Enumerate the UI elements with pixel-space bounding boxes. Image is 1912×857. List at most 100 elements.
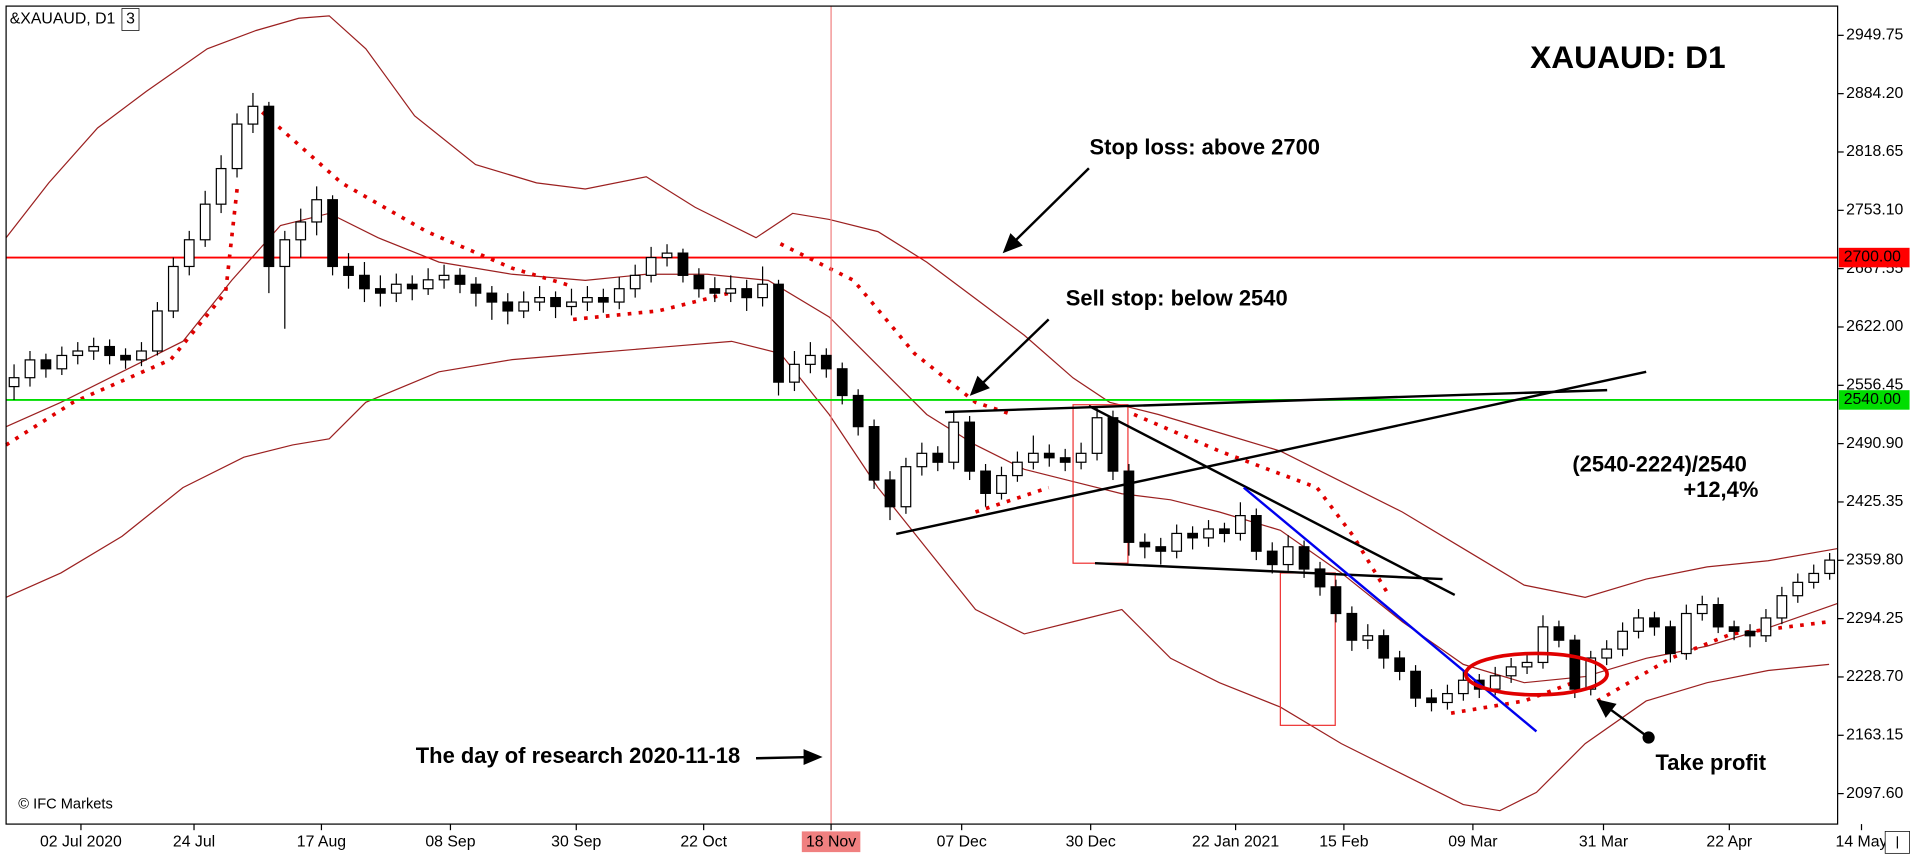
candle-body (518, 301, 530, 312)
candle-body (215, 167, 227, 205)
candle-body (1234, 515, 1246, 535)
candle-body (136, 350, 147, 361)
sar-segment (5, 182, 240, 447)
arrow-head (1596, 699, 1617, 718)
candle-body (900, 466, 912, 508)
candle-body (1665, 626, 1676, 655)
candle-body (1442, 692, 1453, 704)
candle-body (1298, 546, 1310, 570)
candle-body (454, 274, 466, 285)
candle-body (884, 479, 896, 508)
arrow-dot (1642, 731, 1655, 744)
candle-body (1505, 666, 1517, 677)
trend-line (944, 388, 1608, 414)
candle-body (629, 274, 641, 290)
candle-body (1601, 648, 1613, 659)
candle-body (1059, 457, 1071, 463)
x-tick-label: 31 Mar (1579, 834, 1629, 851)
candle-body (820, 354, 832, 370)
candle-body (613, 288, 625, 303)
candle-body (231, 123, 243, 170)
candle-body (1091, 417, 1103, 454)
candle-body (789, 363, 800, 383)
arrows (755, 167, 1655, 765)
candle-body (550, 296, 561, 308)
candle-body (359, 274, 370, 290)
x-tick-label: 22 Apr (1706, 834, 1752, 851)
candle-body (1617, 630, 1629, 650)
x-tick-label: 09 Mar (1448, 834, 1498, 851)
candle-body (773, 283, 784, 383)
candle-body (1410, 670, 1421, 699)
window-box (121, 8, 140, 31)
window-label: 3 (126, 11, 135, 28)
x-tick-label: 07 Dec (937, 834, 987, 851)
sar-segment (779, 242, 1013, 417)
symbol-label: &XAUAUD, D1 (10, 11, 116, 28)
candle-body (534, 296, 546, 303)
candle-body (1537, 626, 1549, 664)
y-tick-label: 2753.10 (1846, 202, 1903, 219)
y-tick-label: 2163.15 (1846, 726, 1903, 743)
candle-body (167, 265, 179, 312)
candle-body (1266, 550, 1278, 566)
candle-body (1139, 541, 1151, 548)
arrow (1011, 167, 1090, 245)
candle-body (1776, 595, 1788, 619)
y-tick-label: 2097.60 (1846, 785, 1903, 802)
candle-body (1489, 675, 1501, 690)
candle-body (1426, 697, 1437, 704)
candle-body (1744, 630, 1756, 637)
candle-body (247, 105, 259, 125)
candle-body (677, 252, 689, 276)
candle-body (1553, 626, 1565, 641)
candle-body (964, 421, 976, 472)
candle-body (1203, 528, 1214, 539)
y-tick-label: 2622.00 (1846, 318, 1903, 335)
indicators (5, 6, 1838, 825)
candle-body (1346, 612, 1358, 641)
bollinger-upper (5, 15, 1838, 598)
candle-body (1696, 603, 1708, 615)
level-label: 2700.00 (1844, 249, 1901, 266)
candle-body (199, 203, 211, 241)
annotation: Sell stop: below 2540 (1066, 286, 1288, 311)
chart-title: XAUAUD: D1 (1530, 39, 1725, 75)
level-label: 2540.00 (1844, 391, 1901, 408)
candle-body (1250, 515, 1262, 552)
arrow (1606, 706, 1650, 739)
candle-body (1808, 572, 1820, 583)
candle-body (1219, 528, 1230, 535)
candle-body (502, 301, 514, 312)
candle-body (1107, 417, 1119, 472)
y-tick-label: 2556.45 (1846, 376, 1903, 393)
candle-body (438, 274, 450, 281)
drawings (755, 167, 1655, 765)
y-tick-label: 2425.35 (1846, 493, 1903, 510)
sar-segment (974, 485, 1050, 514)
x-tick-highlight (801, 831, 861, 853)
candle-body (470, 283, 482, 294)
candle-body (422, 279, 434, 290)
x-tick-label: 02 Jul 2020 (40, 834, 122, 851)
candle-body (374, 288, 386, 294)
arrow-head (803, 749, 823, 765)
candle-body (88, 345, 100, 352)
candle-body (295, 221, 307, 241)
axes: 2949.752884.202818.652753.102687.552622.… (40, 27, 1910, 853)
x-tick-label: 14 May (1836, 834, 1888, 851)
x-tick-label: 22 Oct (680, 834, 727, 851)
candle-body (1282, 546, 1294, 566)
candle-body (486, 292, 498, 303)
candle-body (725, 288, 737, 294)
candle-body (948, 421, 960, 463)
candle-body (693, 274, 705, 290)
candle-body (1171, 532, 1183, 552)
candle-body (1362, 635, 1374, 641)
candle-body (1569, 639, 1581, 690)
candle-body (24, 359, 36, 379)
x-tick-label: 22 Jan 2021 (1192, 834, 1279, 851)
x-tick-label: 17 Aug (297, 834, 346, 851)
y-tick-label: 2949.75 (1846, 27, 1903, 44)
